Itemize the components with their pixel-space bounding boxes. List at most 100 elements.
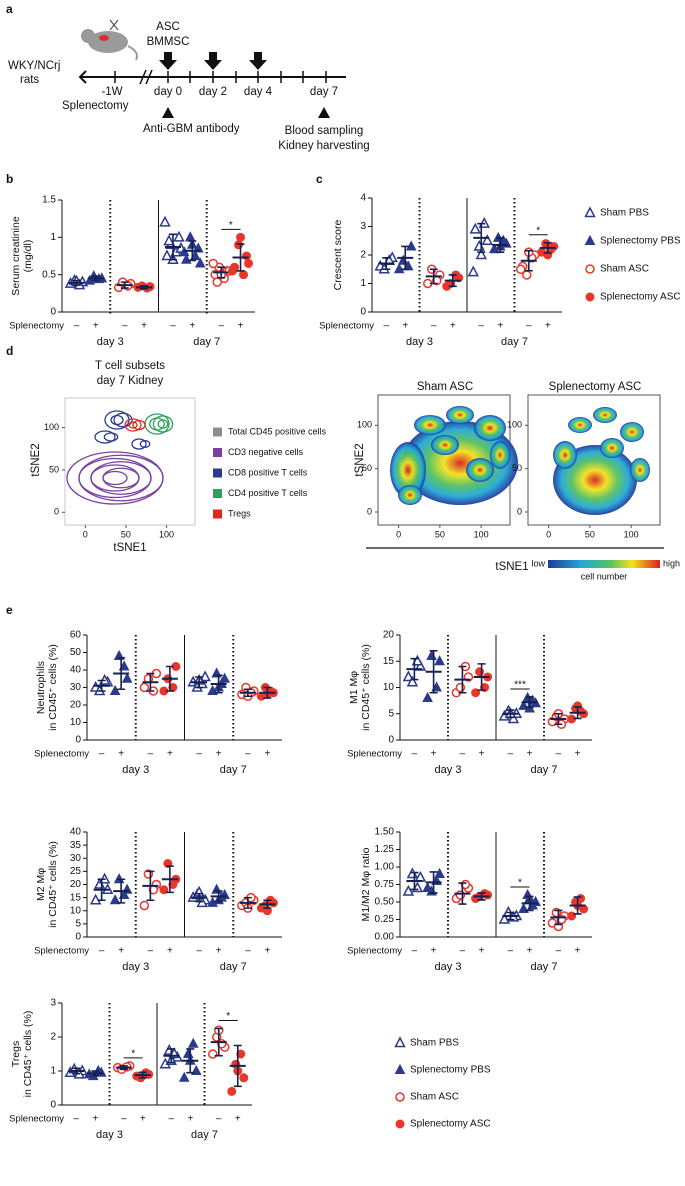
x-tick-label: +	[431, 749, 437, 760]
x-tick-label: –	[245, 946, 251, 957]
legend-label: CD3 negative cells	[228, 447, 304, 457]
y-axis-label: Neutrophils	[35, 661, 47, 714]
data-point	[208, 1049, 218, 1059]
data-point	[227, 1086, 237, 1096]
day-label: day 3	[435, 764, 462, 776]
data-point	[422, 691, 433, 702]
legend-swatch	[213, 489, 222, 498]
legend-marker	[394, 1036, 406, 1048]
data-point	[507, 712, 520, 724]
y-tick-label: 0	[50, 307, 56, 318]
y-tick-label: 100	[357, 420, 372, 430]
treatment-label: BMMSC	[147, 36, 190, 48]
y-tick-label: 2	[360, 250, 366, 261]
y-tick-label: 0.75	[375, 879, 395, 890]
contour-line	[113, 412, 133, 428]
x-tick-label: 0	[546, 529, 551, 539]
density-blob	[402, 421, 518, 505]
legend-marker	[395, 1092, 405, 1102]
x-tick-label: –	[168, 1114, 174, 1125]
day-label: day 7	[501, 336, 528, 348]
contour-line	[139, 440, 151, 448]
contour-line	[124, 418, 142, 432]
x-tick-label: –	[508, 946, 514, 957]
y-axis-label: Crescent score	[332, 220, 344, 291]
contour-line	[131, 438, 147, 450]
endpoint-label: Kidney harvesting	[278, 140, 369, 152]
y-tick-label: 100	[44, 422, 59, 432]
legend-swatch	[213, 468, 222, 478]
data-point	[242, 251, 252, 261]
y-tick-label: 5	[388, 708, 394, 719]
density-blob	[446, 406, 474, 424]
panel-label: d	[6, 344, 13, 358]
strain-label: WKY/NCrj	[8, 60, 60, 72]
x-tick-label: +	[216, 946, 222, 957]
x-tick-label: –	[73, 1114, 79, 1125]
contour-line	[102, 470, 128, 486]
colorbar-label: cell number	[581, 571, 628, 581]
legend-label: Total CD45 positive cells	[228, 426, 327, 436]
y-axis-label: in CD45⁺ cells (%)	[22, 1011, 34, 1098]
legend-marker	[585, 292, 595, 302]
x-tick-label: +	[497, 321, 503, 332]
legend-label: Sham PBS	[410, 1038, 459, 1049]
event-marker	[162, 107, 330, 118]
x-row-label: Splenectomy	[34, 946, 89, 957]
data-point	[178, 1071, 190, 1082]
x-tick-label: +	[402, 321, 408, 332]
contour-line	[66, 451, 164, 505]
endpoint-label: Blood sampling	[285, 125, 364, 137]
data-point	[109, 684, 121, 695]
panel-label: b	[6, 172, 13, 186]
y-axis-label: Tregs	[10, 1041, 22, 1067]
data-point	[467, 265, 479, 277]
data-point	[244, 258, 254, 268]
data-point	[434, 655, 445, 666]
data-point	[168, 880, 178, 889]
density-blob	[398, 485, 422, 505]
timeline-tick	[114, 71, 327, 83]
y-tick-label: 1	[360, 278, 366, 289]
tsne-panel: T cell subsets day 7 Kidney tSNE1 tSNE2 …	[30, 360, 680, 581]
legend-marker	[584, 206, 596, 218]
density-blob	[630, 458, 650, 482]
x-tick-label: –	[196, 946, 202, 957]
data-point	[228, 266, 238, 276]
injection-label: Anti-GBM antibody	[143, 123, 240, 135]
contour-line	[102, 467, 140, 489]
day-label: day 3	[406, 336, 433, 348]
x-tick-label: –	[74, 321, 80, 332]
legend-label: Tregs	[228, 508, 251, 518]
plot-frame	[64, 397, 196, 526]
x-row-label: Splenectomy	[9, 321, 64, 332]
x-tick-label: –	[148, 749, 154, 760]
data-point	[481, 234, 493, 245]
density-blob	[553, 441, 577, 469]
data-point	[194, 257, 206, 268]
y-tick-label: 20	[70, 879, 82, 890]
legend-label: Sham PBS	[600, 208, 649, 219]
x-tick-label: –	[460, 946, 466, 957]
x-tick-label: +	[92, 1114, 98, 1125]
contour-line	[110, 414, 124, 426]
y-tick-label: 20	[383, 630, 395, 641]
legend-label: Splenectomy ASC	[410, 1119, 491, 1130]
y-tick-label: 0.00	[375, 932, 395, 943]
data-point	[406, 675, 419, 687]
y-axis-label: in CD45⁺ cells (%)	[47, 644, 59, 731]
y-tick-label: 0	[54, 507, 59, 517]
x-tick-label: –	[121, 1114, 127, 1125]
contour-line	[157, 419, 169, 429]
x-tick-label: 50	[435, 529, 445, 539]
day-label: day 7	[531, 961, 558, 973]
data-point	[236, 1049, 246, 1059]
tsne-title: T cell subsets	[95, 360, 165, 372]
y-tick-label: 0.50	[375, 897, 395, 908]
day-label: day 7	[191, 1129, 218, 1141]
density-blob	[600, 438, 624, 458]
legend-swatch	[213, 509, 222, 519]
x-tick-label: –	[218, 321, 224, 332]
y-axis-label: in CD45⁺ cells (%)	[47, 841, 59, 928]
x-row-label: Splenectomy	[347, 946, 402, 957]
